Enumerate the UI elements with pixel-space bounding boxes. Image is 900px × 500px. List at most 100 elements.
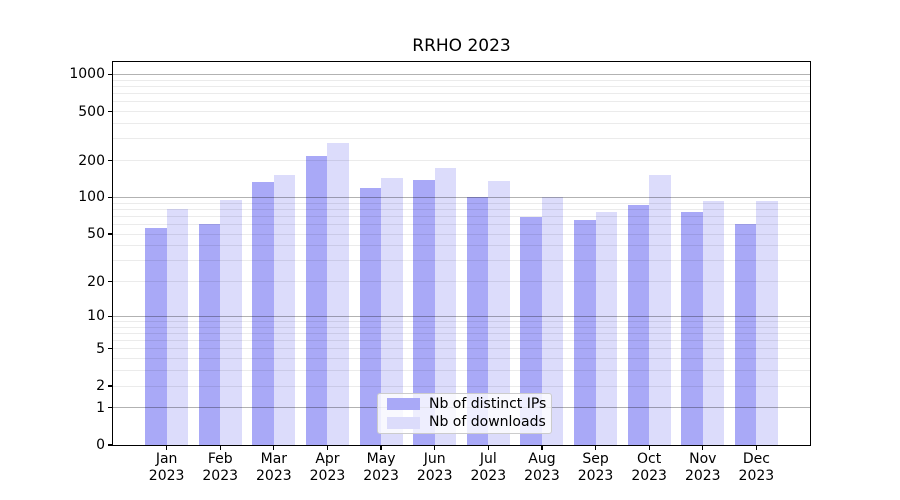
- y-tick-mark-20: [108, 281, 113, 283]
- legend-label-distinct-ips: Nb of distinct IPs: [429, 395, 547, 412]
- x-tick-label-jun: Jun 2023: [416, 451, 453, 484]
- gridline-minor-80: [113, 208, 810, 210]
- y-tick-label-5: 5: [96, 340, 105, 357]
- bar-may-ips: [359, 187, 382, 445]
- x-tick-mark-aug: [541, 445, 543, 450]
- gridline-minor-700: [113, 92, 810, 94]
- bar-jul-ips: [466, 197, 489, 445]
- gridline-minor-40: [113, 245, 810, 247]
- x-tick-mark-nov: [702, 445, 704, 450]
- x-tick-mark-feb: [219, 445, 221, 450]
- gridlines-layer: [113, 62, 810, 445]
- y-tick-label-500: 500: [78, 103, 105, 120]
- gridline-major-10: [113, 315, 810, 317]
- gridline-minor-300: [113, 138, 810, 140]
- bar-mar-downloads: [273, 175, 296, 445]
- bar-dec-ips: [734, 223, 757, 445]
- gridline-minor-5: [113, 348, 810, 350]
- bar-feb-ips: [198, 223, 221, 445]
- x-tick-label-feb: Feb 2023: [202, 451, 239, 484]
- y-tick-label-200: 200: [78, 152, 105, 169]
- gridline-minor-50: [113, 233, 810, 235]
- x-tick-mark-dec: [755, 445, 757, 450]
- bar-oct-downloads: [649, 175, 671, 445]
- y-tick-mark-50: [108, 233, 113, 235]
- x-tick-label-mar: Mar 2023: [256, 451, 292, 484]
- legend-item-distinct-ips: Nb of distinct IPs: [387, 396, 546, 413]
- gridline-minor-90: [113, 202, 810, 204]
- y-tick-mark-10: [108, 315, 113, 317]
- legend-swatch-distinct-ips: [387, 398, 420, 411]
- bar-aug-ips: [520, 217, 542, 445]
- x-tick-mark-mar: [273, 445, 275, 450]
- x-tick-mark-may: [380, 445, 382, 450]
- y-tick-label-1: 1: [96, 399, 105, 416]
- bar-apr-downloads: [327, 143, 349, 445]
- gridline-minor-2: [113, 385, 810, 387]
- x-tick-mark-oct: [648, 445, 650, 450]
- gridline-minor-70: [113, 215, 810, 217]
- gridline-minor-60: [113, 223, 810, 225]
- gridline-minor-500: [113, 111, 810, 113]
- legend: Nb of distinct IPs Nb of downloads: [377, 393, 552, 434]
- x-tick-label-jul: Jul 2023: [470, 451, 507, 484]
- x-tick-label-aug: Aug 2023: [524, 451, 560, 484]
- gridline-minor-3: [113, 370, 810, 372]
- x-tick-mark-jan: [166, 445, 168, 450]
- gridline-minor-400: [113, 122, 810, 124]
- x-tick-label-sep: Sep 2023: [577, 451, 614, 484]
- y-tick-mark-1000: [108, 73, 113, 75]
- bar-jun-ips: [413, 179, 435, 445]
- y-tick-label-0: 0: [96, 437, 105, 453]
- x-tick-label-oct: Oct 2023: [631, 451, 667, 484]
- x-tick-label-nov: Nov 2023: [684, 451, 721, 484]
- bar-jan-downloads: [166, 208, 189, 445]
- gridline-minor-9: [113, 320, 810, 322]
- gridline-minor-20: [113, 281, 810, 283]
- bar-mar-ips: [252, 182, 274, 445]
- y-tick-label-2: 2: [96, 378, 105, 395]
- y-tick-mark-5: [108, 348, 113, 350]
- legend-item-downloads: Nb of downloads: [387, 414, 546, 431]
- x-tick-label-apr: Apr 2023: [309, 451, 346, 484]
- gridline-minor-900: [113, 79, 810, 81]
- y-tick-label-1000: 1000: [69, 66, 105, 83]
- gridline-minor-200: [113, 160, 810, 161]
- bar-dec-downloads: [756, 201, 778, 445]
- gridline-minor-30: [113, 260, 810, 262]
- y-tick-mark-2: [108, 385, 113, 387]
- bar-jul-downloads: [488, 181, 510, 445]
- bar-jun-downloads: [434, 167, 457, 445]
- y-tick-label-100: 100: [78, 189, 105, 206]
- legend-swatch-downloads: [387, 416, 420, 429]
- y-tick-label-10: 10: [87, 308, 105, 325]
- bar-nov-ips: [681, 211, 703, 445]
- y-tick-mark-0: [108, 444, 113, 446]
- chart-title: RRHO 2023: [412, 36, 511, 56]
- gridline-minor-800: [113, 85, 810, 87]
- bar-nov-downloads: [702, 201, 725, 445]
- y-tick-mark-1: [108, 407, 113, 409]
- y-tick-mark-100: [108, 196, 113, 198]
- gridline-minor-6: [113, 340, 810, 342]
- x-tick-mark-jun: [434, 445, 436, 450]
- bar-oct-ips: [627, 204, 650, 445]
- y-tick-mark-200: [108, 159, 113, 162]
- gridline-major-1000: [113, 73, 810, 75]
- y-tick-mark-500: [108, 110, 113, 113]
- axes-layer: 0 1 2 5 10 20 50 100 200 500 1000 Jan 2023 Feb 2023 M…: [69, 62, 810, 484]
- legend-label-downloads: Nb of downloads: [429, 414, 546, 431]
- gridline-minor-600: [113, 101, 810, 103]
- plot-area: 0 1 2 5 10 20 50 100 200 500 1000 Jan 2023 Feb 2023 M…: [69, 61, 811, 484]
- y-tick-label-50: 50: [87, 226, 105, 243]
- x-tick-label-dec: Dec 2023: [738, 451, 775, 484]
- x-tick-mark-apr: [326, 445, 329, 450]
- bar-may-downloads: [381, 178, 403, 445]
- gridline-minor-8: [113, 326, 810, 328]
- bar-sep-ips: [574, 220, 596, 445]
- bars-layer: [113, 62, 810, 445]
- y-tick-label-20: 20: [87, 273, 105, 290]
- x-tick-mark-sep: [594, 445, 597, 450]
- gridline-minor-7: [113, 332, 810, 334]
